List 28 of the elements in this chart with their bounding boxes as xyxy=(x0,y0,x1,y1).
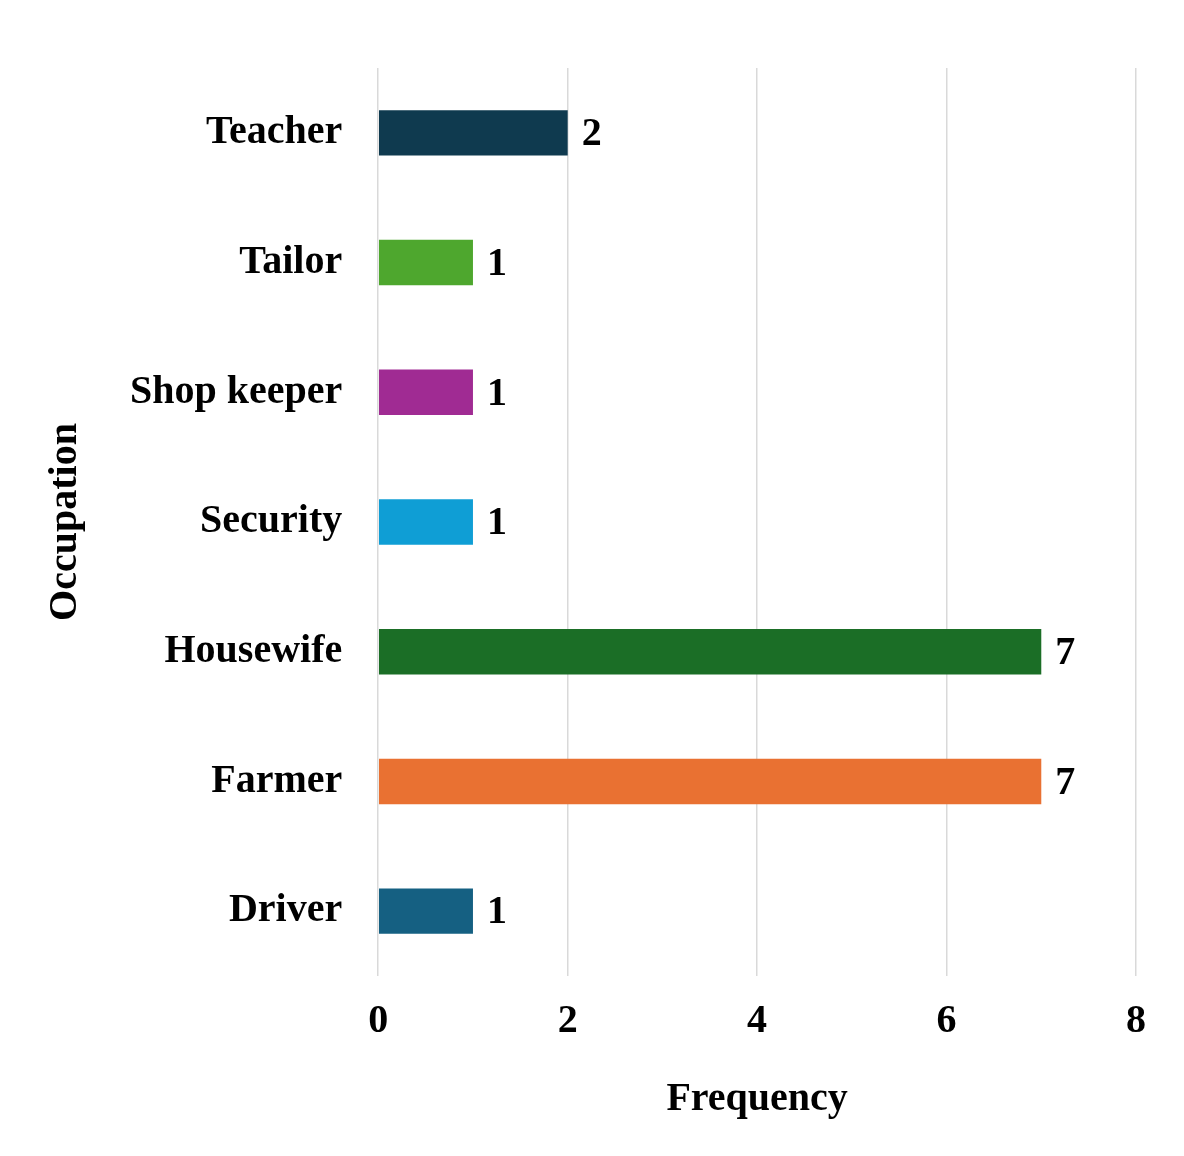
data-label: 1 xyxy=(486,368,507,414)
data-label: 1 xyxy=(486,498,507,544)
y-tick-label: Farmer xyxy=(211,755,343,801)
y-tick-label: Security xyxy=(200,496,343,542)
y-tick-label: Driver xyxy=(228,885,343,931)
bar xyxy=(379,629,1042,675)
data-label: 7 xyxy=(1055,757,1076,803)
data-label: 1 xyxy=(486,887,507,933)
y-tick-label: Housewife xyxy=(164,626,343,672)
x-tick-label: 2 xyxy=(557,996,578,1042)
y-tick-label: Tailor xyxy=(239,236,343,282)
bar xyxy=(379,239,473,286)
bar xyxy=(379,369,473,415)
bar xyxy=(379,499,473,545)
x-axis-title: Frequency xyxy=(666,1074,848,1120)
data-label: 1 xyxy=(486,238,507,284)
bar xyxy=(379,888,473,934)
data-label: 2 xyxy=(581,109,602,155)
x-tick-label: 4 xyxy=(747,996,768,1042)
y-tick-label: Shop keeper xyxy=(130,366,343,412)
y-axis-title: Occupation xyxy=(40,423,86,621)
data-label: 7 xyxy=(1055,628,1076,674)
x-tick-label: 8 xyxy=(1126,996,1146,1042)
bar xyxy=(379,110,568,156)
y-tick-label: Teacher xyxy=(205,107,343,153)
x-tick-label: 0 xyxy=(368,996,389,1042)
x-tick-label: 6 xyxy=(936,996,957,1042)
bar xyxy=(379,758,1042,805)
